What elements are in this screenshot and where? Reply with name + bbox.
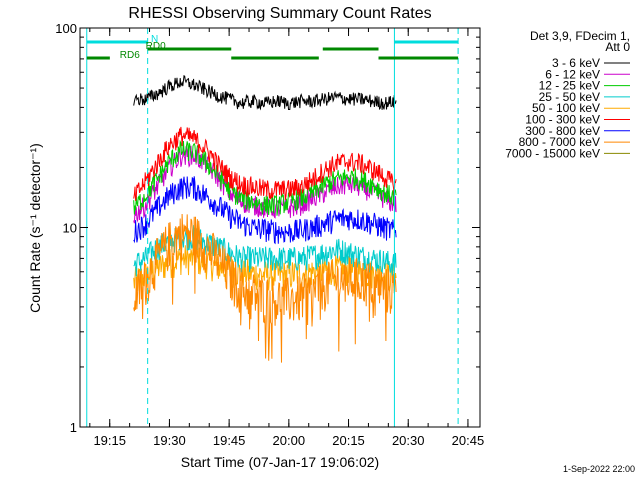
series-line-800-7000-kev bbox=[133, 213, 397, 363]
y-tick-label: 10 bbox=[63, 221, 77, 236]
series-line-100-300-kev bbox=[133, 126, 397, 201]
timestamp-footer: 1-Sep-2022 22:00 bbox=[563, 464, 635, 474]
x-axis-ticks: 19:15 19:30 19:45 20:00 20:15 20:30 20:45 bbox=[89, 28, 485, 448]
flag-label-n: N bbox=[151, 34, 158, 45]
x-tick-label: 19:30 bbox=[153, 433, 186, 448]
y-axis-ticks: 1 10 100 bbox=[55, 21, 480, 435]
series-layer bbox=[133, 74, 397, 363]
legend-header-line1: Det 3,9, FDecim 1, bbox=[530, 29, 630, 43]
x-tick-label: 20:15 bbox=[332, 433, 365, 448]
legend-label-100-300-kev: 100 - 300 keV bbox=[525, 113, 600, 127]
legend-label-800-7000-kev: 800 - 7000 keV bbox=[519, 135, 600, 149]
flag-label-rd6: RD6 bbox=[120, 50, 140, 61]
legend-label-50-100-kev: 50 - 100 keV bbox=[532, 101, 600, 115]
x-tick-label: 19:15 bbox=[93, 433, 126, 448]
chart-title: RHESSI Observing Summary Count Rates bbox=[128, 5, 431, 22]
legend-label-300-800-kev: 300 - 800 keV bbox=[525, 124, 600, 138]
flag-label-rd0: RD0 bbox=[146, 41, 166, 52]
legend-label-6-12-kev: 6 - 12 keV bbox=[545, 67, 600, 81]
x-tick-label: 19:45 bbox=[213, 433, 246, 448]
legend-header-line2: Att 0 bbox=[605, 40, 630, 54]
y-tick-label: 1 bbox=[70, 420, 77, 435]
y-tick-label: 100 bbox=[55, 21, 77, 36]
legend-label-7000-15000-kev: 7000 - 15000 keV bbox=[505, 146, 600, 160]
x-axis-title: Start Time (07-Jan-17 19:06:02) bbox=[181, 454, 379, 470]
legend-label-25-50-kev: 25 - 50 keV bbox=[539, 90, 600, 104]
series-line-3-6-kev bbox=[133, 74, 397, 111]
legend-label-12-25-kev: 12 - 25 keV bbox=[539, 79, 600, 93]
series-line-6-12-kev bbox=[133, 145, 397, 224]
x-tick-label: 20:45 bbox=[452, 433, 485, 448]
legend-label-3-6-kev: 3 - 6 keV bbox=[552, 56, 600, 70]
series-line-300-800-kev bbox=[133, 176, 397, 245]
y-axis-title: Count Rate (s⁻¹ detector⁻¹) bbox=[27, 143, 43, 313]
x-tick-label: 20:00 bbox=[273, 433, 306, 448]
x-tick-label: 20:30 bbox=[392, 433, 425, 448]
series-line-12-25-kev bbox=[133, 139, 397, 216]
